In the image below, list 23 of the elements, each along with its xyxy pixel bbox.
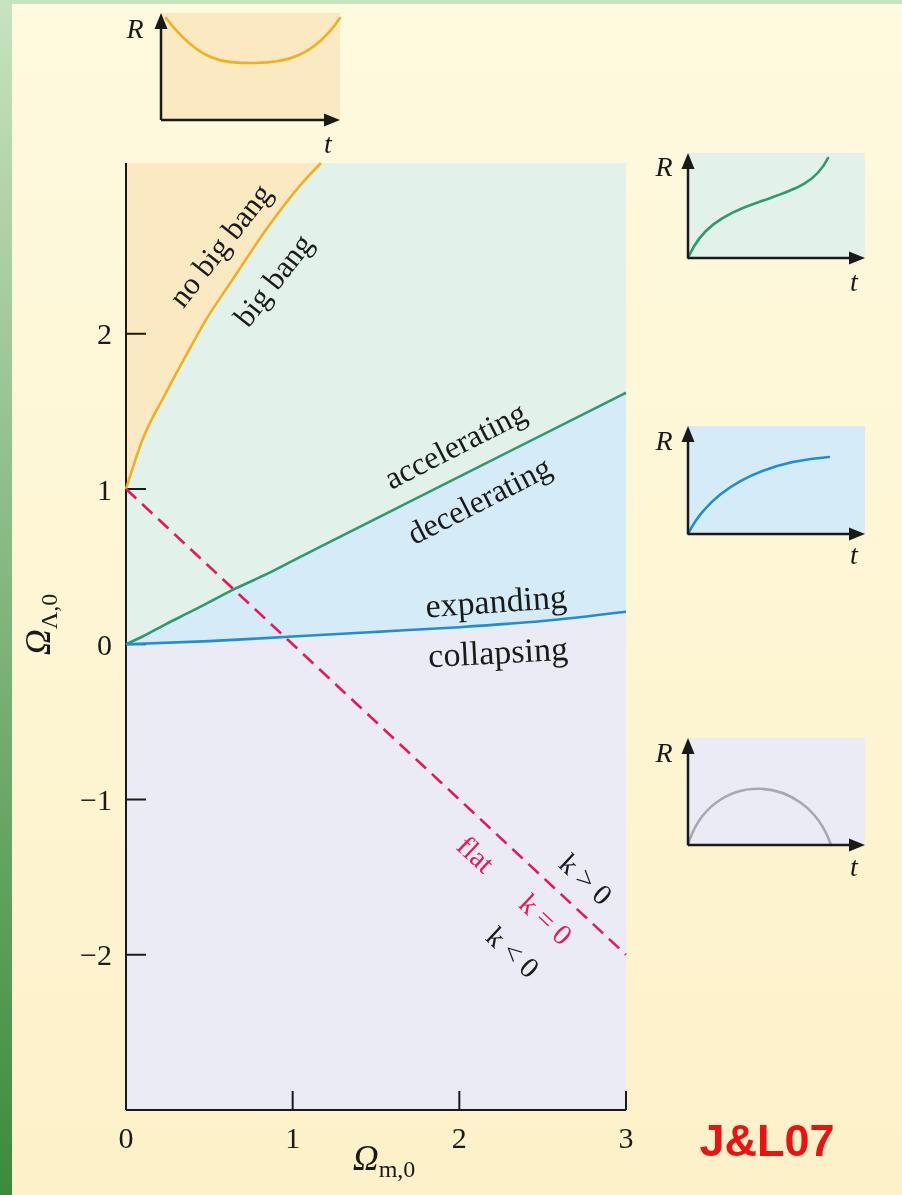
annotation: k > 0: [553, 846, 619, 912]
y-tick-label: 2: [97, 317, 112, 351]
x-tick-label: 2: [451, 1121, 467, 1154]
text: R: [125, 12, 144, 44]
annotation: collapsing: [427, 629, 569, 675]
text: R: [654, 736, 673, 768]
x-tick-label: 3: [618, 1121, 634, 1154]
annotation: flat: [450, 829, 502, 879]
y-tick-label: 1: [97, 472, 112, 506]
x-tick-label: 0: [118, 1121, 134, 1154]
annotation: expanding: [424, 577, 568, 625]
x-axis-title: Ω$_{m,0}$: [352, 1138, 416, 1182]
y-tick-label: −1: [80, 783, 112, 817]
y-tick-label: 0: [97, 627, 112, 661]
text: t: [850, 538, 860, 570]
text: R: [654, 150, 673, 182]
text: J&L07: [699, 1115, 835, 1166]
text: R: [654, 424, 673, 456]
text: t: [324, 127, 334, 159]
text: t: [850, 265, 860, 297]
y-tick-label: −2: [80, 938, 112, 972]
text: t: [850, 850, 860, 882]
x-tick-label: 1: [285, 1121, 301, 1154]
